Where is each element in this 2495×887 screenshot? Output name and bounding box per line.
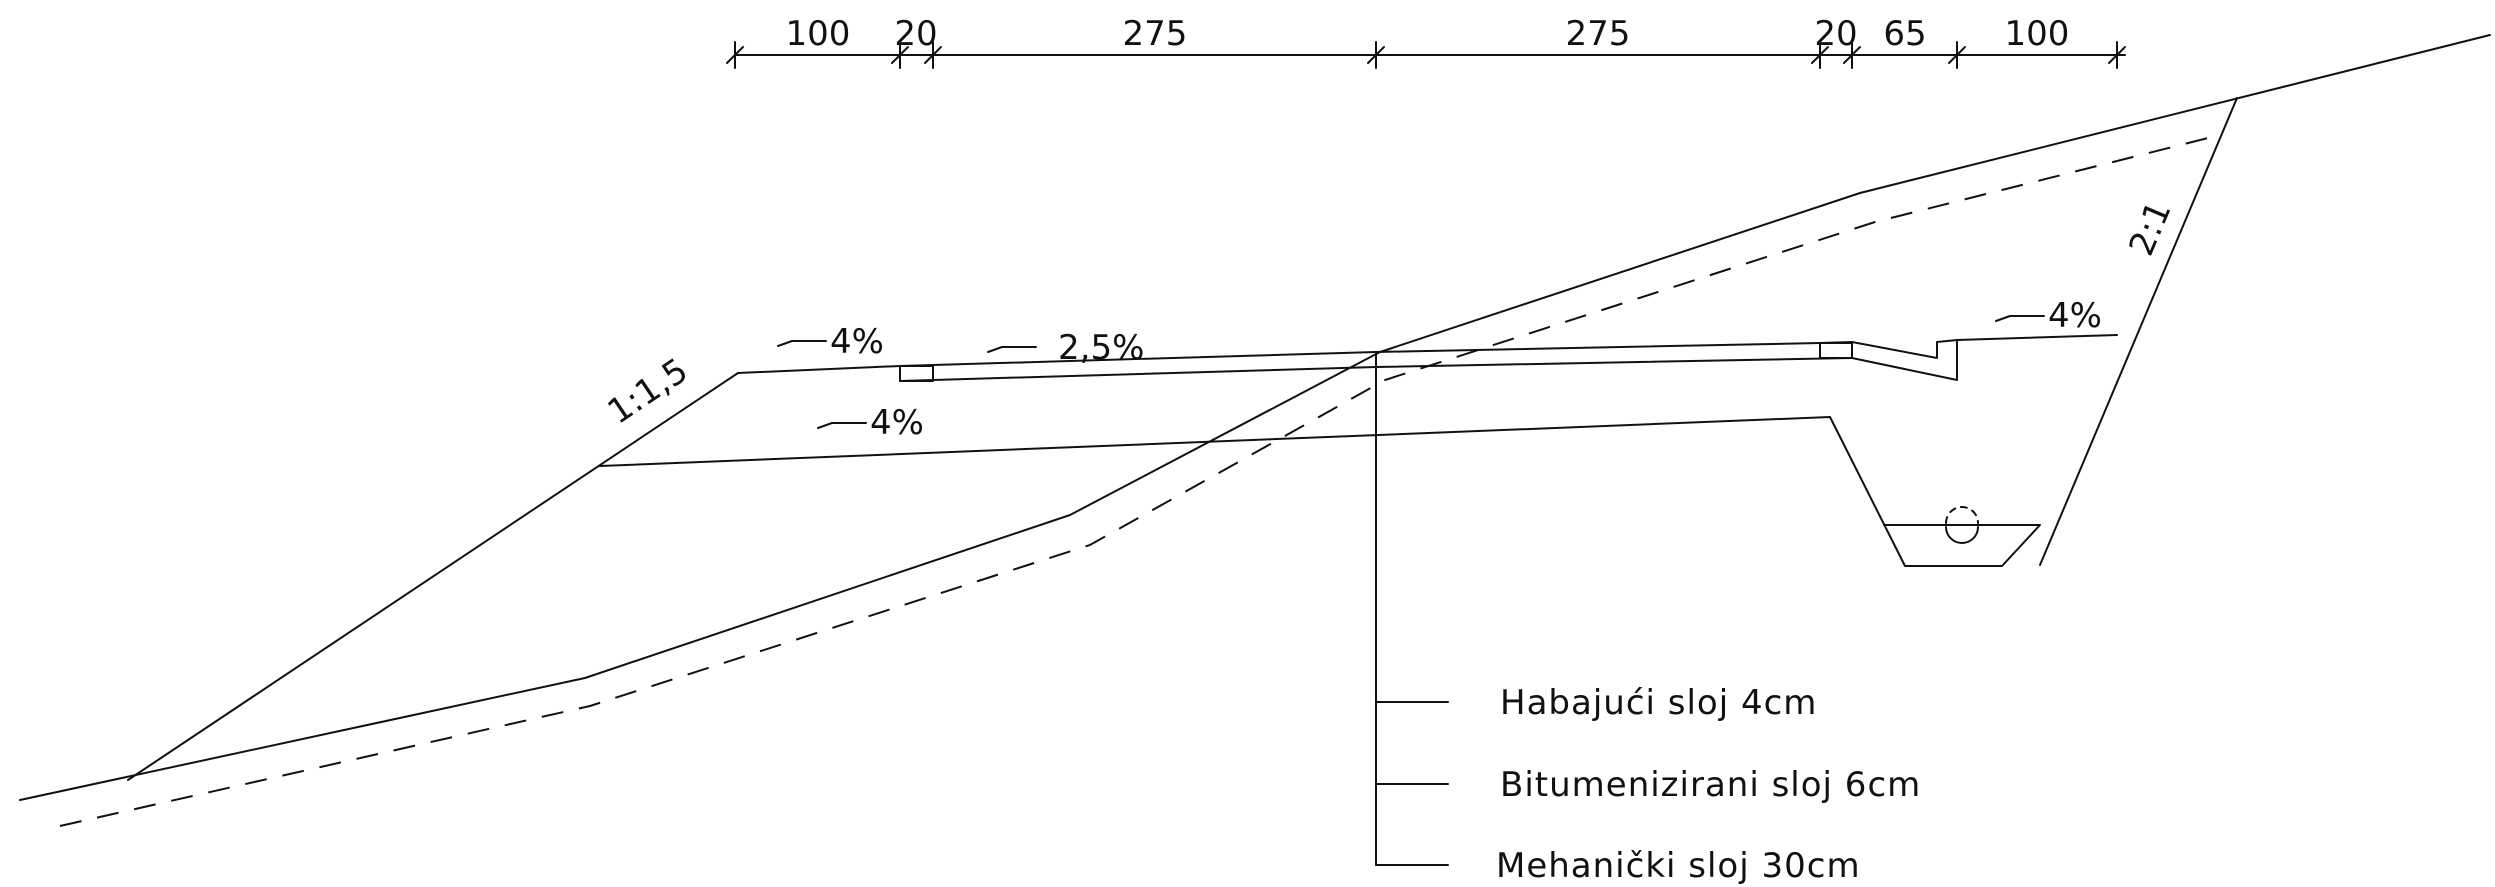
subgrade-line (599, 416, 2041, 567)
slope-marker-left-shoulder: 4% (777, 322, 884, 362)
dimension-label-4: 275 (1566, 14, 1631, 54)
slope-arrow-icon (1995, 315, 2045, 322)
drain-pipe-upper (1945, 506, 1979, 524)
layer-label-bituminous: Bitumenizirani sloj 6cm (1500, 765, 1921, 805)
drain-pipe-lower (1945, 526, 1979, 544)
terrain-line (19, 34, 2491, 801)
slope-marker-carriageway: 2,5% (987, 328, 1144, 368)
humus-line (59, 134, 2221, 827)
pavement (737, 334, 2118, 382)
left-edge-strip (899, 365, 934, 382)
dimension-label-5: 20 (1814, 14, 1857, 54)
svg-text:4%: 4% (870, 403, 924, 443)
svg-text:4%: 4% (830, 322, 884, 362)
slope-arrow-icon (777, 340, 827, 347)
dimension-label-7: 100 (2005, 14, 2070, 54)
layer-label-wearing: Habajući sloj 4cm (1500, 683, 1817, 723)
slope-label-right-cut: 2:1 (2121, 196, 2179, 262)
drain-pipe (1945, 506, 1979, 544)
right-edge-strip (1819, 342, 1853, 359)
right-shoulder-surface (1956, 334, 2118, 341)
svg-text:2,5%: 2,5% (1058, 328, 1144, 368)
left-embankment-slope (127, 372, 739, 781)
dimension-label-1: 100 (786, 14, 851, 54)
dimension-chain: 100 20 275 275 20 65 100 (726, 14, 2126, 69)
slope-label-left-embankment: 1:1,5 (601, 351, 696, 433)
dimension-label-6: 65 (1883, 14, 1926, 54)
dimension-ticks (726, 41, 2126, 69)
gutter (1851, 339, 1958, 381)
right-carriageway-surface (1375, 341, 1853, 353)
right-cut-slope (2039, 97, 2238, 566)
svg-text:4%: 4% (2048, 296, 2102, 336)
slope-marker-subgrade: 4% (817, 403, 924, 443)
slope-arrow-icon (987, 346, 1037, 353)
slope-arrow-icon (817, 422, 867, 429)
dimension-label-2: 20 (894, 14, 937, 54)
layer-label-mechanical: Mehanički sloj 30cm (1496, 846, 1861, 886)
dimension-label-3: 275 (1123, 14, 1188, 54)
slope-marker-right-shoulder: 4% (1995, 296, 2102, 336)
